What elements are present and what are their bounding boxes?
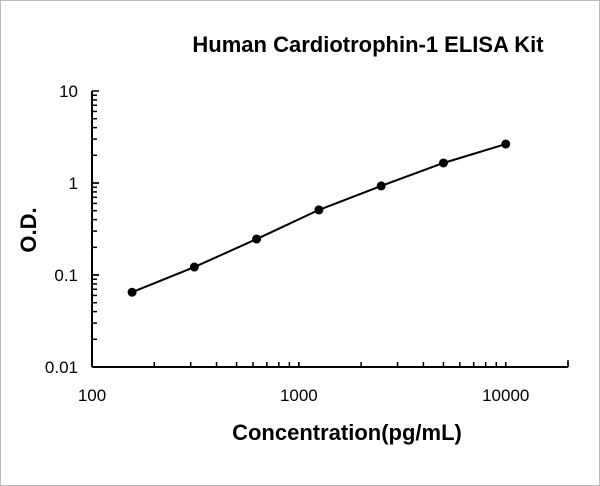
series-line — [131, 143, 507, 294]
data-point — [189, 262, 199, 272]
data-point — [438, 158, 448, 168]
x-tick-label: 1000 — [280, 386, 318, 405]
data-point — [314, 205, 324, 215]
y-tick-label: 10 — [59, 82, 78, 101]
y-axis-label: O.D. — [16, 207, 41, 252]
y-tick-label: 0.1 — [54, 266, 78, 285]
y-tick-label: 0.01 — [45, 358, 78, 377]
x-tick-label: 10000 — [482, 386, 529, 405]
data-point — [252, 234, 262, 244]
data-marks — [127, 139, 511, 297]
x-tick-label: 100 — [78, 386, 106, 405]
data-point — [501, 139, 511, 149]
x-axis-label: Concentration(pg/mL) — [232, 420, 462, 445]
data-point — [376, 181, 386, 191]
axes: 0.01 0.1 1 10 100 1000 10000 — [45, 82, 569, 405]
chart-title: Human Cardiotrophin-1 ELISA Kit — [192, 32, 544, 57]
y-tick-label: 1 — [69, 174, 78, 193]
data-point — [127, 287, 137, 297]
